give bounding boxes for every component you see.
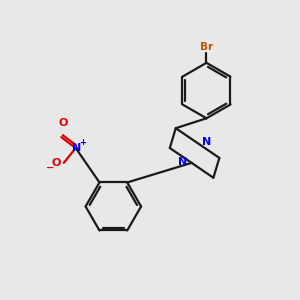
Text: +: +	[79, 138, 86, 147]
Text: N: N	[178, 157, 188, 167]
Text: Br: Br	[200, 42, 213, 52]
Text: N: N	[202, 137, 211, 147]
Text: N: N	[72, 143, 81, 153]
Text: O: O	[51, 158, 61, 168]
Text: −: −	[46, 163, 54, 173]
Text: O: O	[58, 118, 68, 128]
